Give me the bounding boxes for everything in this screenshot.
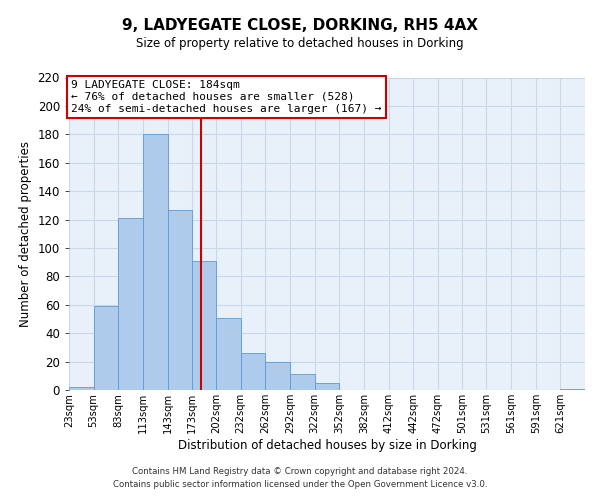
Bar xyxy=(94,306,118,390)
Bar xyxy=(216,318,241,390)
Bar xyxy=(143,134,167,390)
Bar xyxy=(314,383,340,390)
Text: Contains HM Land Registry data © Crown copyright and database right 2024.: Contains HM Land Registry data © Crown c… xyxy=(132,467,468,476)
Bar xyxy=(69,387,94,390)
Bar xyxy=(241,353,265,390)
X-axis label: Distribution of detached houses by size in Dorking: Distribution of detached houses by size … xyxy=(178,438,476,452)
Y-axis label: Number of detached properties: Number of detached properties xyxy=(19,141,32,327)
Text: Size of property relative to detached houses in Dorking: Size of property relative to detached ho… xyxy=(136,38,464,51)
Bar xyxy=(192,260,216,390)
Bar xyxy=(118,218,143,390)
Text: Contains public sector information licensed under the Open Government Licence v3: Contains public sector information licen… xyxy=(113,480,487,489)
Bar xyxy=(290,374,314,390)
Bar xyxy=(167,210,192,390)
Text: 9, LADYEGATE CLOSE, DORKING, RH5 4AX: 9, LADYEGATE CLOSE, DORKING, RH5 4AX xyxy=(122,18,478,32)
Bar xyxy=(560,388,585,390)
Bar xyxy=(265,362,290,390)
Text: 9 LADYEGATE CLOSE: 184sqm
← 76% of detached houses are smaller (528)
24% of semi: 9 LADYEGATE CLOSE: 184sqm ← 76% of detac… xyxy=(71,80,382,114)
